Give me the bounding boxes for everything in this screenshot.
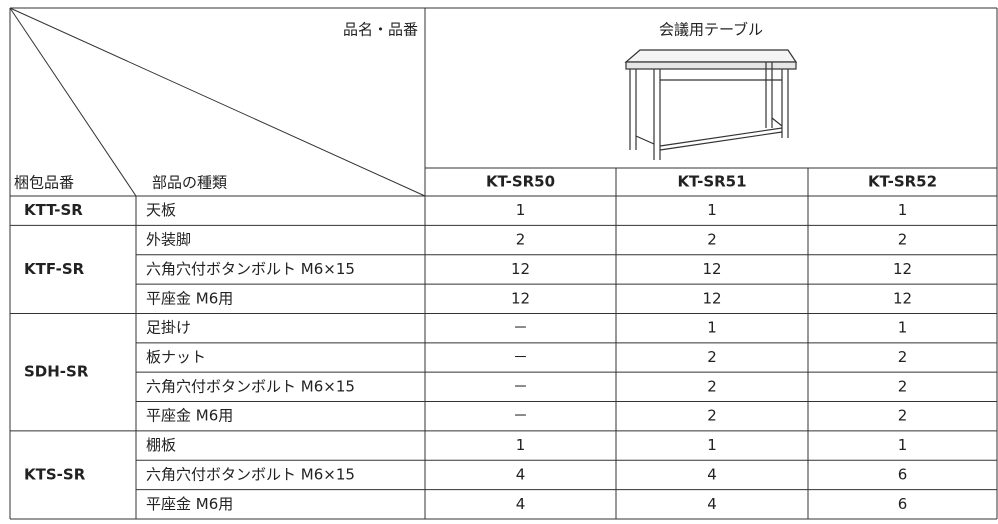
- quantity: 12: [893, 260, 912, 278]
- quantity: 12: [702, 260, 721, 278]
- part-name: 六角穴付ボタンボルト M6×15: [146, 260, 355, 278]
- quantity: 1: [898, 436, 908, 454]
- quantity: 2: [707, 348, 717, 366]
- quantity: 1: [707, 319, 717, 337]
- package-label: 梱包品番: [14, 174, 74, 192]
- quantity: 2: [898, 377, 908, 395]
- quantity: 1: [898, 319, 908, 337]
- quantity: 4: [707, 495, 717, 513]
- quantity: 6: [898, 495, 908, 513]
- model-code: KT-SR51: [677, 173, 746, 191]
- quantity: 1: [898, 201, 908, 219]
- quantity: 12: [702, 289, 721, 307]
- package-code: KTS-SR: [24, 465, 86, 483]
- part-name: 棚板: [146, 436, 176, 454]
- quantity: 2: [898, 348, 908, 366]
- quantity: 12: [893, 289, 912, 307]
- table-illustration: [624, 49, 798, 160]
- product-name: 会議用テーブル: [659, 21, 763, 39]
- quantity: 2: [707, 407, 717, 425]
- quantity: 1: [707, 436, 717, 454]
- quantity: 1: [707, 201, 717, 219]
- quantity: 2: [516, 231, 526, 249]
- model-code: KT-SR50: [486, 173, 555, 191]
- part-name: 平座金 M6用: [146, 289, 233, 307]
- quantity: 4: [516, 495, 526, 513]
- quantity: －: [513, 348, 528, 366]
- part-name: 六角穴付ボタンボルト M6×15: [146, 377, 355, 395]
- part-name: 天板: [146, 201, 176, 219]
- quantity: 12: [511, 260, 530, 278]
- part-name: 外装脚: [146, 231, 191, 249]
- part-label: 部品の種類: [152, 174, 227, 192]
- quantity: 4: [516, 465, 526, 483]
- part-name: 平座金 M6用: [146, 407, 233, 425]
- rule: [9, 7, 137, 197]
- quantity: －: [513, 407, 528, 425]
- package-code: KTF-SR: [24, 260, 85, 278]
- quantity: 2: [898, 231, 908, 249]
- quantity: －: [513, 377, 528, 395]
- product-label: 品名・品番: [343, 21, 418, 39]
- package-code: KTT-SR: [24, 201, 83, 219]
- model-code: KT-SR52: [868, 173, 937, 191]
- quantity: 2: [898, 407, 908, 425]
- quantity: 4: [707, 465, 717, 483]
- quantity: 12: [511, 289, 530, 307]
- package-code: SDH-SR: [24, 363, 89, 381]
- part-name: 平座金 M6用: [146, 495, 233, 513]
- part-name: 六角穴付ボタンボルト M6×15: [146, 465, 355, 483]
- rule: [9, 7, 426, 197]
- quantity: 1: [516, 201, 526, 219]
- quantity: 6: [898, 465, 908, 483]
- quantity: 2: [707, 231, 717, 249]
- part-name: 足掛け: [146, 319, 191, 337]
- part-name: 板ナット: [146, 348, 206, 366]
- quantity: 1: [516, 436, 526, 454]
- quantity: 2: [707, 377, 717, 395]
- quantity: －: [513, 319, 528, 337]
